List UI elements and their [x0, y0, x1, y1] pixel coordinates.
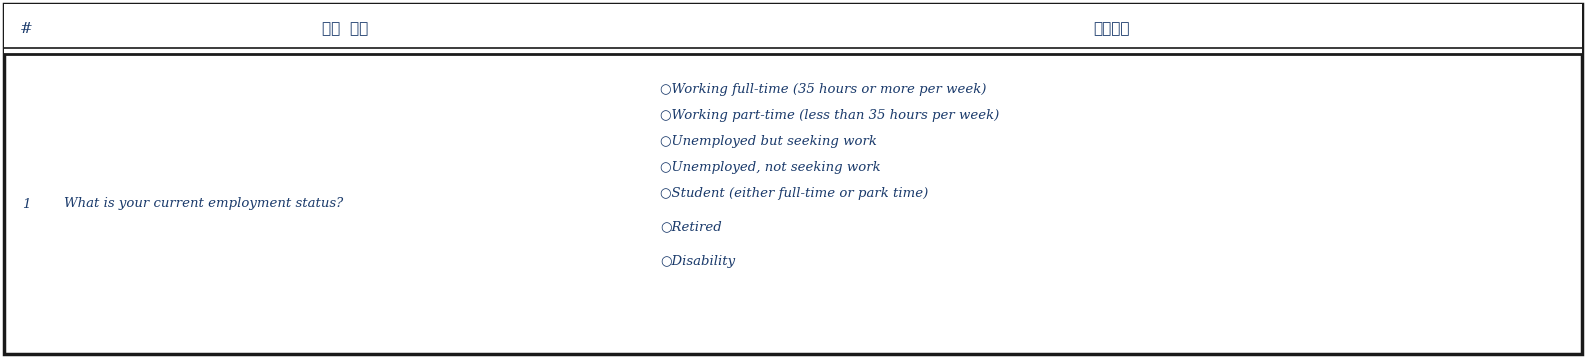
Text: ○Working full-time (35 hours or more per week): ○Working full-time (35 hours or more per… — [660, 82, 986, 96]
Text: ○Unemployed, not seeking work: ○Unemployed, not seeking work — [660, 160, 880, 174]
Text: 설문  문항: 설문 문항 — [322, 22, 368, 36]
Text: 응답보기: 응답보기 — [1093, 22, 1129, 36]
Text: What is your current employment status?: What is your current employment status? — [63, 198, 343, 211]
Text: #: # — [19, 22, 32, 36]
Text: ○Unemployed but seeking work: ○Unemployed but seeking work — [660, 135, 877, 147]
Text: ○Disability: ○Disability — [660, 255, 736, 267]
Text: ○Student (either full-time or park time): ○Student (either full-time or park time) — [660, 187, 928, 199]
Text: ○Working part-time (less than 35 hours per week): ○Working part-time (less than 35 hours p… — [660, 108, 999, 121]
Bar — [5, 4, 1581, 54]
Text: 1: 1 — [22, 198, 30, 211]
Text: ○Retired: ○Retired — [660, 221, 722, 233]
